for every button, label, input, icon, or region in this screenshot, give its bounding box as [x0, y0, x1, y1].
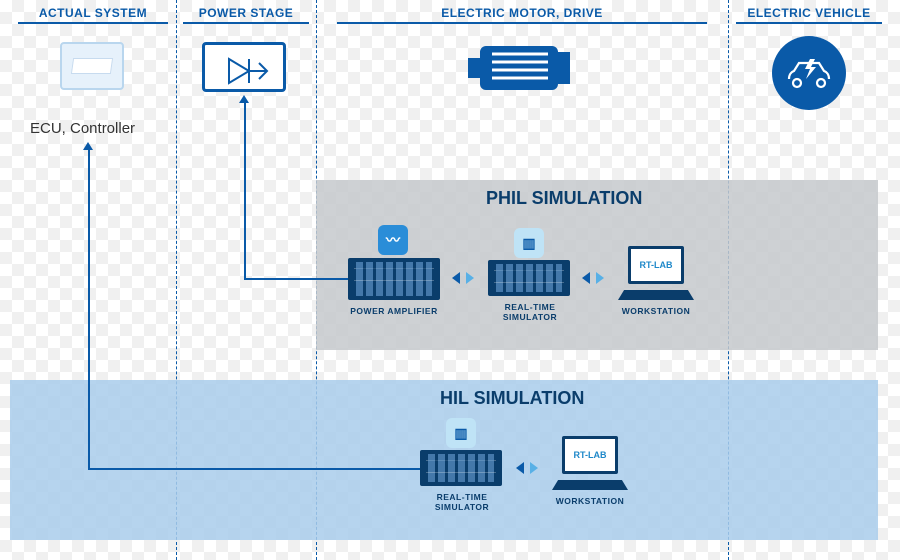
phil-title: PHIL SIMULATION: [486, 188, 642, 209]
power-stage-icon: [202, 42, 286, 92]
ev-icon: [772, 36, 846, 110]
workstation-icon: RT-LAB: [618, 246, 694, 300]
rtlab-screen-label: RT-LAB: [628, 246, 684, 284]
wave-badge-icon: 〰: [378, 225, 408, 255]
col-label: ACTUAL SYSTEM: [39, 6, 147, 20]
col-label: ELECTRIC MOTOR, DRIVE: [441, 6, 603, 20]
bi-arrow-icon: [582, 272, 604, 284]
ws-label: WORKSTATION: [618, 306, 694, 316]
col-header-actual: ACTUAL SYSTEM: [10, 6, 176, 24]
workstation-icon: RT-LAB: [552, 436, 628, 490]
connector-arrow-icon: [83, 142, 93, 150]
motor-icon: [468, 36, 578, 105]
igbt-symbol-icon: [205, 45, 289, 95]
bi-arrow-icon: [516, 462, 538, 474]
col-label: POWER STAGE: [199, 6, 294, 20]
col-header-ev: ELECTRIC VEHICLE: [728, 6, 890, 24]
hil-title: HIL SIMULATION: [440, 388, 584, 409]
rts-label-hil: REAL-TIME SIMULATOR: [412, 492, 512, 512]
ecu-icon: [60, 42, 124, 90]
rts-label: REAL-TIME SIMULATOR: [480, 302, 580, 322]
rts-badge-icon: ▥: [446, 418, 476, 448]
rts-icon: [420, 450, 502, 486]
connector: [244, 278, 348, 280]
bi-arrow-icon: [452, 272, 474, 284]
connector: [88, 468, 420, 470]
col-label: ELECTRIC VEHICLE: [747, 6, 870, 20]
ecu-label: ECU, Controller: [30, 120, 135, 137]
power-amp-label: POWER AMPLIFIER: [348, 306, 440, 316]
connector: [88, 150, 90, 470]
rtlab-screen-label: RT-LAB: [562, 436, 618, 474]
rts-badge-icon: ▥: [514, 228, 544, 258]
power-amplifier-icon: [348, 258, 440, 300]
rts-icon: [488, 260, 570, 296]
connector: [244, 103, 246, 280]
ws-label-hil: WORKSTATION: [552, 496, 628, 506]
col-header-power: POWER STAGE: [176, 6, 316, 24]
col-header-motor: ELECTRIC MOTOR, DRIVE: [316, 6, 728, 24]
connector-arrow-icon: [239, 95, 249, 103]
